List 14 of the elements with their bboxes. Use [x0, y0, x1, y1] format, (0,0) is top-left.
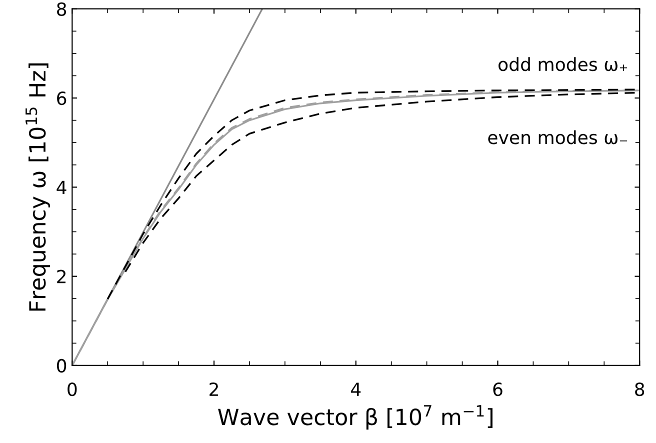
y-tick-label: 2: [57, 270, 66, 284]
y-tick-label: 8: [57, 2, 66, 16]
x-tick-label: 2: [210, 382, 218, 396]
x-tick-label: 0: [68, 382, 77, 396]
x-tick-label: 8: [635, 382, 644, 396]
x-axis-title: Wave vector β [10$^{7}$ m$^{−1}$]: [218, 405, 492, 430]
y-axis-title: Frequency ω [10$^{15}$ Hz]: [26, 63, 50, 311]
x-tick-label: 4: [351, 382, 361, 396]
y-tick-label: 4: [56, 180, 66, 194]
y-tick-label: 6: [57, 91, 66, 106]
x-tick-label: 6: [493, 382, 502, 396]
y-tick-label: 0: [57, 358, 66, 373]
annotation: odd modes ω₊: [498, 57, 628, 72]
annotation: even modes ω₋: [488, 130, 628, 144]
